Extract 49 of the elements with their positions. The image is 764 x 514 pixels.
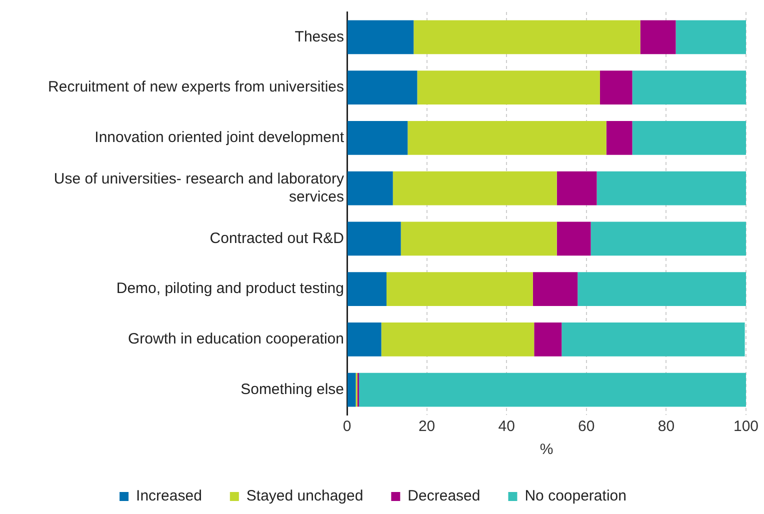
bar <box>348 222 401 256</box>
legend-label: No cooperation <box>524 488 626 505</box>
bar <box>348 171 393 206</box>
bar <box>596 171 746 206</box>
x-tick-label: 80 <box>658 418 675 436</box>
bar <box>606 121 632 155</box>
legend-label: Decreased <box>408 488 480 505</box>
bar <box>381 322 534 356</box>
bar <box>348 322 382 356</box>
bar <box>348 121 408 155</box>
y-tick-label: Something else <box>240 380 344 398</box>
bar <box>532 272 578 306</box>
bar <box>348 70 418 104</box>
bar <box>348 372 356 407</box>
x-tick-label: 20 <box>418 418 436 436</box>
y-tick-label: Theses <box>294 28 344 46</box>
bar <box>556 171 597 206</box>
bar <box>348 272 386 306</box>
x-tick-label: 0 <box>342 418 352 436</box>
bar <box>408 121 606 155</box>
legend-label: Increased <box>136 488 202 505</box>
x-axis-title: % <box>540 441 554 458</box>
legend-label: Stayed unchaged <box>246 488 364 505</box>
y-tick-label: Demo, piloting and product testing <box>116 280 344 298</box>
x-tick-label: 60 <box>578 418 595 436</box>
bar <box>590 222 746 256</box>
bar <box>676 20 746 54</box>
y-tick-label: Recruitment of new experts from universities <box>48 78 344 96</box>
y-tick-label: Innovation oriented joint development <box>94 129 345 146</box>
bar <box>640 20 676 54</box>
x-tick-label: 100 <box>733 418 759 436</box>
y-tick-label: Use of universities- research and laboratory services <box>54 170 344 206</box>
bar <box>358 372 746 407</box>
bar <box>348 20 414 54</box>
bar <box>392 171 557 206</box>
bar <box>562 322 745 356</box>
bar <box>386 272 533 306</box>
bar <box>578 272 746 306</box>
bar <box>534 322 562 356</box>
y-tick-label: Growth in education cooperation <box>128 330 344 348</box>
bar <box>400 222 557 256</box>
y-tick-label: Contracted out R&D <box>210 230 344 247</box>
x-tick-label: 40 <box>498 418 515 436</box>
bar <box>632 121 746 155</box>
bar <box>600 70 632 104</box>
bar <box>632 70 746 104</box>
bar <box>414 20 640 54</box>
bar <box>417 70 600 104</box>
bar <box>556 222 591 256</box>
